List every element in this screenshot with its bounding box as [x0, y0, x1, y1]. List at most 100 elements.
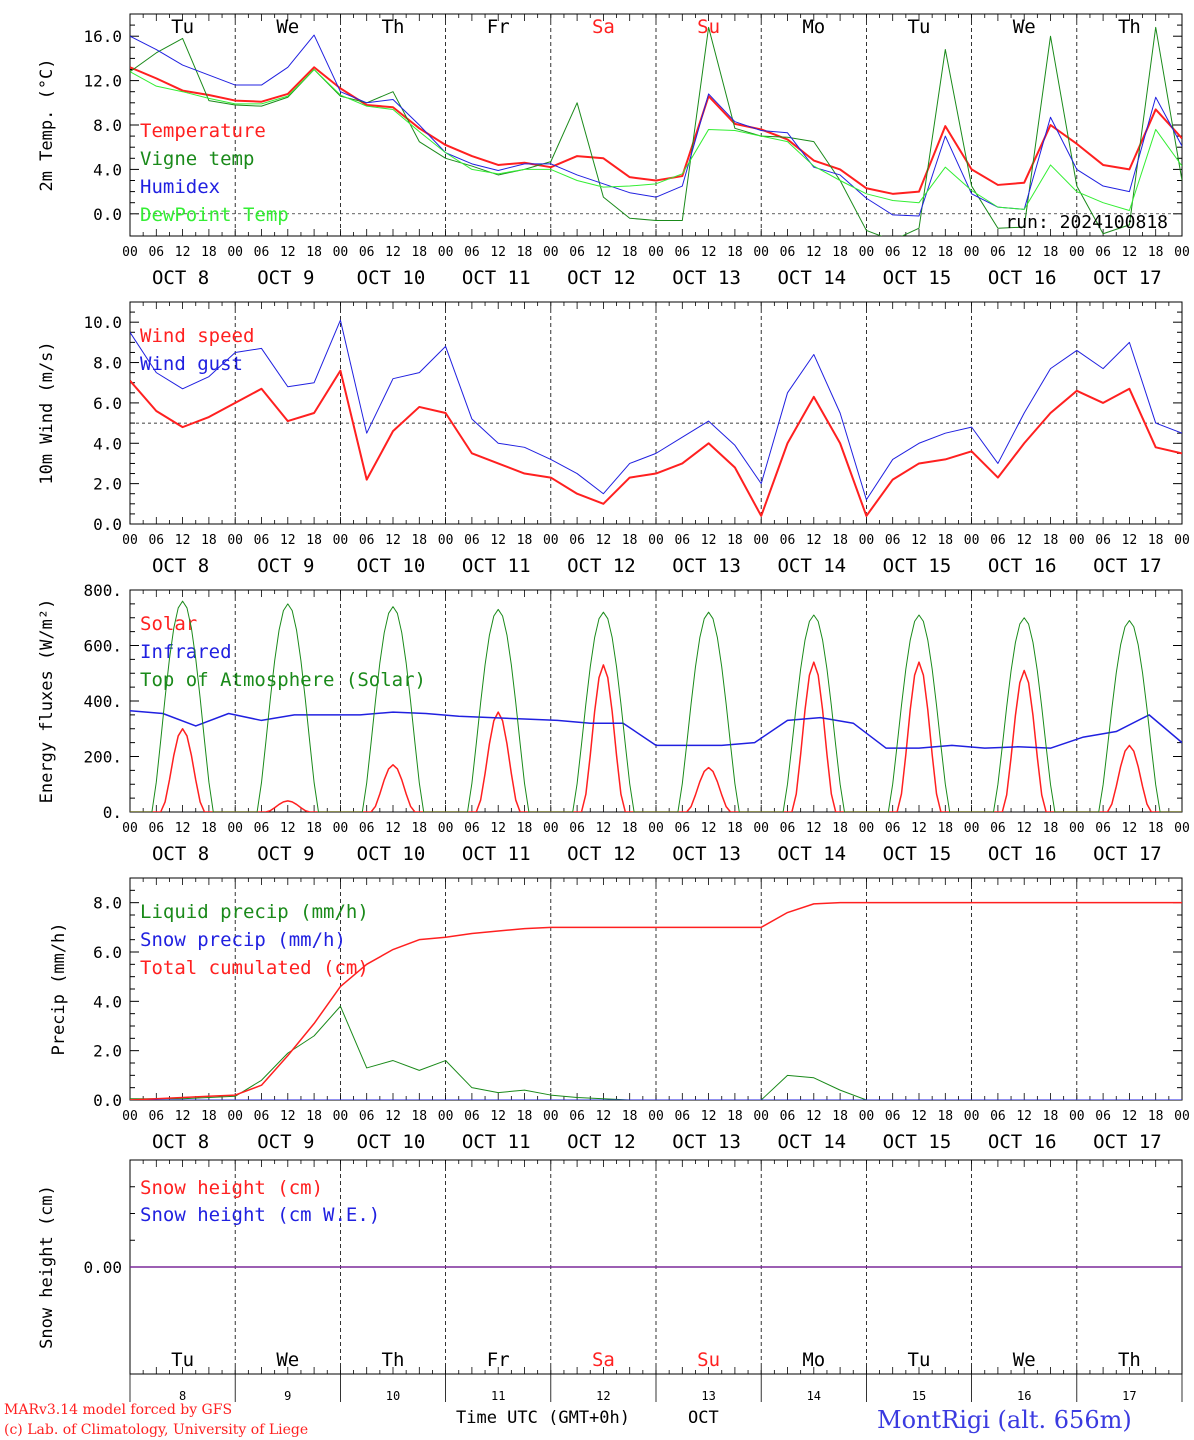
date-label: OCT 13	[672, 267, 741, 289]
hour-label: 18	[832, 1109, 848, 1124]
hour-label: 00	[964, 821, 980, 836]
hour-label: 00	[543, 245, 559, 260]
date-label: OCT 12	[567, 1131, 636, 1153]
date-label: OCT 14	[777, 555, 846, 577]
hour-label: 00	[227, 821, 243, 836]
weekday-label: Tu	[171, 16, 194, 38]
hour-label: 06	[674, 245, 690, 260]
hour-label: 00	[964, 533, 980, 548]
day-number-label: 13	[701, 1389, 715, 1403]
hour-label: 18	[937, 533, 953, 548]
hour-label: 12	[911, 245, 927, 260]
panel-wind: 0.0 2.0 4.0 6.0 8.0 10.0 10m Wind (m/s) 00 06 12 1…	[37, 301, 1190, 577]
date-label: OCT 10	[357, 267, 426, 289]
hour-label: 06	[1095, 821, 1111, 836]
hour-label: 00	[543, 821, 559, 836]
date-label: OCT 16	[988, 555, 1057, 577]
hour-label: 12	[701, 533, 717, 548]
series-line-top-of-atmosphere-solar-	[130, 600, 1182, 812]
series-line-temperature	[130, 66, 1182, 195]
weekday-label: We	[276, 16, 299, 38]
hour-label: 12	[1122, 245, 1138, 260]
hour-label: 00	[438, 821, 454, 836]
hour-label: 18	[306, 533, 322, 548]
y-axis-label: Energy fluxes (W/m²)	[37, 599, 57, 804]
hour-label: 06	[148, 245, 164, 260]
y-axis-label: Snow height (cm)	[37, 1185, 57, 1349]
day-number-label: 14	[807, 1389, 821, 1403]
hour-label: 00	[859, 1109, 875, 1124]
hour-label: 00	[543, 1109, 559, 1124]
day-number-label: 17	[1122, 1389, 1136, 1403]
legend-entry: Wind speed	[140, 325, 254, 347]
hour-label: 12	[175, 245, 191, 260]
date-label: OCT 17	[1093, 843, 1162, 865]
hour-label: 12	[911, 821, 927, 836]
hour-label: 00	[859, 821, 875, 836]
y-axis-label: Precip (mm/h)	[49, 922, 69, 1055]
panel-frame	[129, 13, 1183, 237]
weekday-label: Fr	[487, 16, 510, 38]
hour-label: 18	[622, 245, 638, 260]
panel-energy: 0. 200. 400. 600. 800. Energy fluxes (W/m²) 00…	[37, 581, 1190, 865]
date-label: OCT 8	[152, 267, 209, 289]
hour-label: 00	[227, 1109, 243, 1124]
run-label: run: 2024100818	[1005, 212, 1168, 233]
hour-label: 00	[1174, 245, 1190, 260]
hour-label: 12	[911, 533, 927, 548]
hour-label: 06	[148, 533, 164, 548]
y-tick-label: 6.0	[93, 943, 122, 962]
hour-label: 00	[1174, 821, 1190, 836]
hour-label: 06	[1095, 533, 1111, 548]
y-tick-label: 800.	[83, 581, 122, 600]
hour-label: 06	[885, 245, 901, 260]
weekday-label: Mo	[802, 1349, 825, 1371]
hour-label: 00	[333, 821, 349, 836]
date-label: OCT 10	[357, 843, 426, 865]
hour-label: 18	[832, 533, 848, 548]
y-tick-label: 8.0	[93, 894, 122, 913]
hour-label: 18	[1043, 821, 1059, 836]
hour-label: 12	[1122, 1109, 1138, 1124]
date-label: OCT 13	[672, 843, 741, 865]
date-label: OCT 14	[777, 267, 846, 289]
date-label: OCT 11	[462, 1131, 531, 1153]
hour-label: 18	[937, 821, 953, 836]
date-label: OCT 17	[1093, 1131, 1162, 1153]
weekday-label: We	[276, 1349, 299, 1371]
date-label: OCT 13	[672, 1131, 741, 1153]
hour-label: 12	[1016, 821, 1032, 836]
y-axis-label: 2m Temp. (°C)	[37, 58, 57, 191]
legend-entry: Snow height (cm W.E.)	[140, 1204, 380, 1226]
y-tick-label: 12.0	[83, 72, 122, 91]
panel-precip: 0.0 2.0 4.0 6.0 8.0 Precip (mm/h) 00 06 12 18 OCT …	[49, 877, 1190, 1153]
hour-label: 06	[254, 1109, 270, 1124]
hour-label: 06	[990, 821, 1006, 836]
hour-label: 00	[964, 1109, 980, 1124]
hour-label: 12	[490, 1109, 506, 1124]
hour-label: 12	[596, 821, 612, 836]
hour-label: 06	[674, 1109, 690, 1124]
hour-label: 06	[464, 533, 480, 548]
hour-label: 06	[569, 821, 585, 836]
hour-label: 00	[753, 821, 769, 836]
hour-label: 00	[333, 533, 349, 548]
hour-label: 00	[1069, 533, 1085, 548]
day-number-label: 11	[491, 1389, 505, 1403]
hour-label: 06	[464, 1109, 480, 1124]
model-credit-line1: MARv3.14 model forced by GFS	[4, 1402, 232, 1418]
legend-entry: Snow precip (mm/h)	[140, 929, 346, 951]
series-line-wind-speed	[130, 369, 1182, 517]
hour-label: 12	[1016, 533, 1032, 548]
hour-label: 18	[201, 533, 217, 548]
hour-label: 06	[1095, 1109, 1111, 1124]
hour-label: 12	[1122, 533, 1138, 548]
date-label: OCT 16	[988, 267, 1057, 289]
weekday-label: Th	[1118, 16, 1141, 38]
model-credit-line2: (c) Lab. of Climatology, University of L…	[4, 1422, 308, 1438]
hour-label: 06	[990, 533, 1006, 548]
hour-label: 06	[254, 533, 270, 548]
hour-label: 06	[569, 533, 585, 548]
hour-label: 12	[385, 245, 401, 260]
legend-entry: Humidex	[140, 176, 220, 198]
